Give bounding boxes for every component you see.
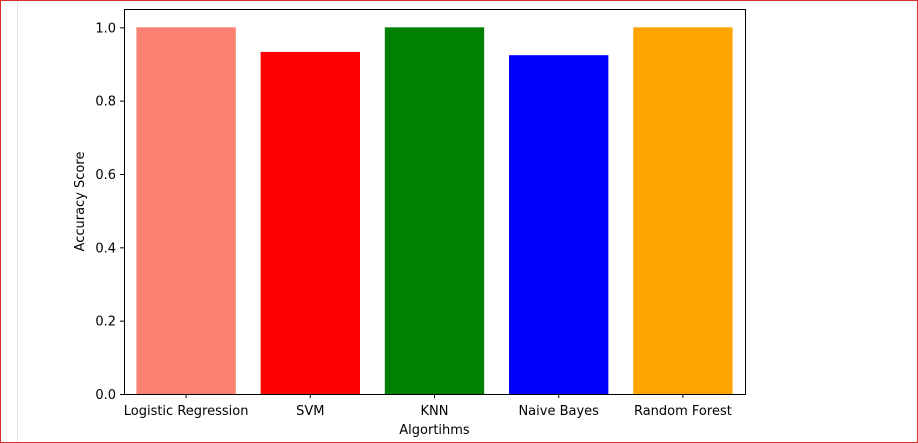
x-axis-label: Algortihms	[399, 423, 470, 438]
y-axis: 0.0 0.2 0.4 0.6 0.8 1.0	[95, 21, 124, 403]
bar-knn	[384, 27, 485, 394]
bar-naive-bayes	[509, 55, 609, 394]
y-tick-label: 1.0	[95, 21, 116, 36]
y-tick-label: 0.8	[95, 95, 116, 110]
output-gutter-divider	[17, 1, 18, 442]
y-tick-label: 0.0	[95, 388, 116, 403]
x-tick-label: KNN	[421, 404, 449, 419]
x-tick-label: Naive Bayes	[518, 404, 599, 419]
y-tick-label: 0.6	[95, 168, 116, 183]
y-axis-label: Accuracy Score	[73, 152, 88, 252]
y-tick-label: 0.2	[95, 315, 116, 330]
bars-group	[136, 27, 733, 395]
x-axis: Logistic Regression SVM KNN Naive Bayes Rand…	[124, 394, 732, 419]
x-tick-label: Logistic Regression	[124, 404, 249, 419]
bar-random-forest	[633, 27, 733, 394]
bar-logistic-regression	[136, 27, 236, 394]
x-tick-label: Random Forest	[634, 404, 732, 419]
bar-svm	[260, 51, 360, 395]
plot-area-frame	[124, 9, 746, 395]
y-tick-label: 0.4	[95, 241, 116, 256]
x-tick-label: SVM	[296, 404, 324, 419]
